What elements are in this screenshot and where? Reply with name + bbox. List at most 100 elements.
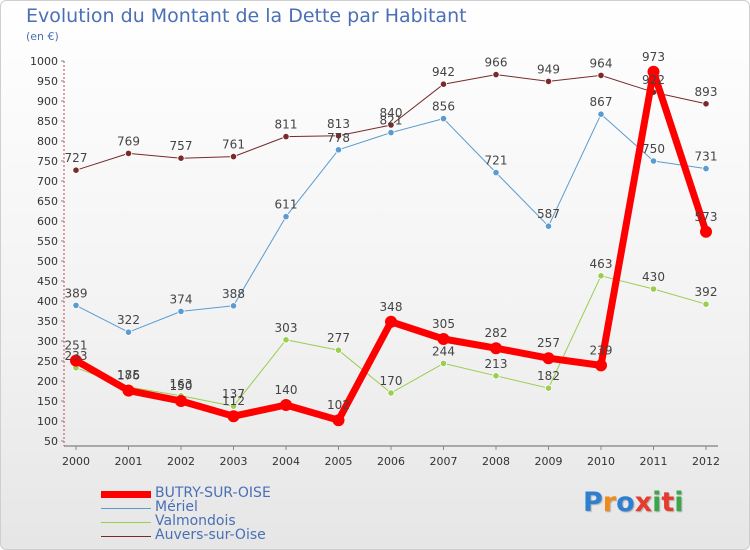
data-point-m-riel xyxy=(72,301,80,309)
data-point-auvers-sur-oise xyxy=(124,149,133,157)
y-tick-label: 200 xyxy=(37,375,58,388)
legend-swatch xyxy=(101,508,151,509)
x-tick-label: 2008 xyxy=(482,455,510,468)
data-label-butry-sur-oise: 305 xyxy=(432,317,455,331)
data-point-m-riel xyxy=(229,302,238,310)
data-label-valmondois: 430 xyxy=(642,270,665,284)
data-point-butry-sur-oise xyxy=(70,354,82,367)
y-tick-label: 100 xyxy=(37,415,58,428)
x-tick-label: 2012 xyxy=(692,455,720,468)
data-point-m-riel xyxy=(649,157,658,165)
y-tick-label: 400 xyxy=(37,295,58,308)
data-label-valmondois: 303 xyxy=(275,321,298,335)
data-label-butry-sur-oise: 973 xyxy=(642,50,665,64)
data-point-auvers-sur-oise xyxy=(72,166,80,174)
data-point-butry-sur-oise xyxy=(700,225,712,238)
x-tick-label: 2010 xyxy=(587,455,615,468)
data-label-butry-sur-oise: 251 xyxy=(65,339,88,353)
y-tick-label: 800 xyxy=(37,135,58,148)
data-label-valmondois: 463 xyxy=(590,257,613,271)
data-label-valmondois: 170 xyxy=(380,374,403,388)
data-label-auvers-sur-oise: 761 xyxy=(222,138,245,152)
data-point-m-riel xyxy=(334,146,343,154)
y-tick-label: 550 xyxy=(37,235,58,248)
data-label-valmondois: 182 xyxy=(537,369,560,383)
chart-axes: 50 100 150 200 250 300 350 400 450 500 550 600 650 70… xyxy=(30,55,720,468)
data-point-valmondois xyxy=(282,336,290,344)
x-tick-label: 2002 xyxy=(167,455,195,468)
data-label-butry-sur-oise: 573 xyxy=(695,210,718,224)
data-label-auvers-sur-oise: 922 xyxy=(642,73,665,87)
data-point-m-riel xyxy=(177,307,185,315)
y-tick-label: 950 xyxy=(37,75,58,88)
data-label-butry-sur-oise: 348 xyxy=(380,300,403,314)
data-point-auvers-sur-oise xyxy=(282,133,290,141)
data-label-m-riel: 721 xyxy=(485,154,508,168)
data-label-valmondois: 163 xyxy=(170,377,193,391)
chart-data-labels: 727 769 757 761 811 813 840 942 966 949 964 922 893 3… xyxy=(65,50,718,412)
data-label-auvers-sur-oise: 769 xyxy=(117,134,140,148)
chart-subtitle: (en €) xyxy=(26,30,59,43)
y-tick-label: 450 xyxy=(37,275,58,288)
data-point-auvers-sur-oise xyxy=(702,100,710,108)
data-label-m-riel: 821 xyxy=(380,114,403,128)
y-tick-label: 1000 xyxy=(30,55,58,68)
data-point-butry-sur-oise xyxy=(490,342,502,355)
data-point-auvers-sur-oise xyxy=(597,71,605,80)
data-point-auvers-sur-oise xyxy=(177,154,185,162)
data-point-m-riel xyxy=(492,169,500,177)
data-label-m-riel: 867 xyxy=(590,95,613,109)
data-point-valmondois xyxy=(597,272,605,280)
y-tick-label: 150 xyxy=(37,395,58,408)
legend-label: Auvers-sur-Oise xyxy=(155,527,266,543)
data-point-valmondois xyxy=(334,346,343,354)
data-label-butry-sur-oise: 176 xyxy=(117,369,140,383)
data-point-m-riel xyxy=(124,328,133,336)
data-label-m-riel: 611 xyxy=(275,198,298,212)
x-tick-label: 2005 xyxy=(325,455,353,468)
data-point-valmondois xyxy=(702,300,710,308)
data-label-auvers-sur-oise: 727 xyxy=(65,151,88,165)
chart-title: Evolution du Montant de la Dette par Hab… xyxy=(26,5,467,27)
data-label-auvers-sur-oise: 893 xyxy=(695,85,718,99)
data-label-m-riel: 778 xyxy=(327,131,350,145)
legend-swatch xyxy=(101,536,151,537)
data-label-valmondois: 185 xyxy=(117,368,140,382)
data-label-m-riel: 322 xyxy=(117,313,140,327)
data-point-valmondois xyxy=(387,389,395,397)
data-label-butry-sur-oise: 239 xyxy=(590,343,613,357)
data-point-valmondois xyxy=(229,402,238,410)
x-tick-label: 2007 xyxy=(430,455,458,468)
x-tick-label: 2004 xyxy=(272,455,300,468)
x-tick-label: 2001 xyxy=(115,455,143,468)
data-label-m-riel: 389 xyxy=(65,286,88,300)
logo-letter: t xyxy=(661,487,675,518)
data-label-m-riel: 856 xyxy=(432,100,455,114)
data-label-auvers-sur-oise: 813 xyxy=(327,117,350,131)
data-label-valmondois: 233 xyxy=(65,349,88,363)
data-point-m-riel xyxy=(544,222,553,230)
data-label-m-riel: 388 xyxy=(222,287,245,301)
data-point-butry-sur-oise xyxy=(437,333,450,345)
data-label-m-riel: 750 xyxy=(642,142,665,156)
y-tick-label: 300 xyxy=(37,335,58,348)
y-tick-label: 750 xyxy=(37,155,58,168)
data-label-butry-sur-oise: 257 xyxy=(537,336,560,350)
y-tick-label: 900 xyxy=(37,95,58,108)
data-label-auvers-sur-oise: 942 xyxy=(432,65,455,79)
y-tick-label: 700 xyxy=(37,175,58,188)
data-point-butry-sur-oise xyxy=(542,352,555,365)
y-tick-label: 650 xyxy=(37,195,58,208)
proxiti-logo: Proxiti xyxy=(583,487,684,518)
data-label-m-riel: 587 xyxy=(537,207,560,221)
data-label-valmondois: 244 xyxy=(432,344,455,358)
y-tick-label: 500 xyxy=(37,255,58,268)
logo-letter: i xyxy=(652,487,662,518)
x-tick-label: 2009 xyxy=(535,455,563,468)
data-point-auvers-sur-oise xyxy=(492,71,500,79)
x-tick-label: 2000 xyxy=(62,455,90,468)
data-label-valmondois: 392 xyxy=(695,285,718,299)
y-tick-label: 50 xyxy=(44,435,58,448)
